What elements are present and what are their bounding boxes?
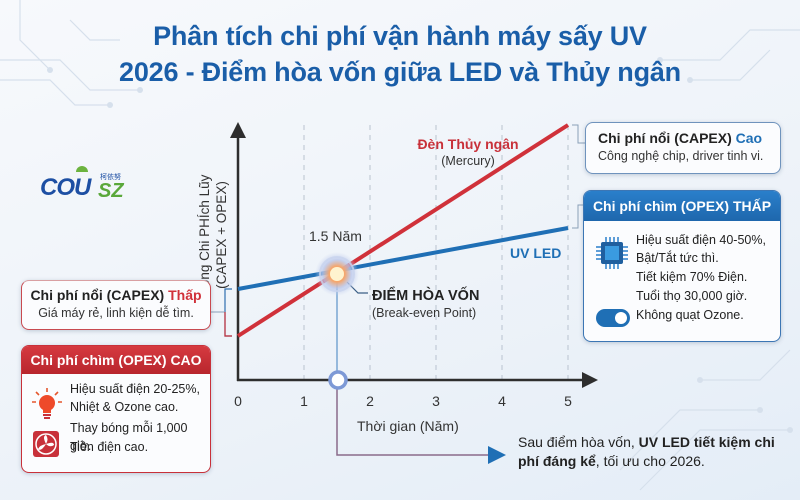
opex-low-heading: Chi phí chìm (OPEX) THẤP: [584, 191, 780, 221]
title-line-2: 2026 - Điểm hòa vốn giữa LED và Thủy ngâ…: [119, 57, 681, 87]
mercury-label-title: Đèn Thủy ngân: [417, 136, 519, 152]
breakeven-x-marker: [328, 370, 348, 390]
page-title: Phân tích chi phí vận hành máy sấy UV 20…: [0, 18, 800, 90]
opex-low-line-1: Hiệu suất điện 40-50%,: [636, 233, 766, 247]
mercury-label-sub: (Mercury): [441, 154, 495, 168]
x-tick-2: 2: [366, 393, 374, 409]
series-line-mercury: [236, 123, 570, 338]
capex-high-heading: Chi phí nổi (CAPEX) Cao: [598, 130, 763, 146]
opex-low-line-2: Bật/Tắt tức thì.: [636, 251, 719, 265]
opex-high-heading: Chi phí chìm (OPEX) CAO: [22, 346, 210, 374]
uv-led-series-label: UV LED: [510, 245, 562, 261]
conclusion-arrow-icon: [488, 446, 506, 464]
opex-high-line-1: Hiệu suất điện 20-25%,: [70, 382, 200, 396]
brand-logo: COU 柯依努 SZ: [40, 166, 135, 204]
opex-low-line-4: Tuổi thọ 30,000 giờ.: [636, 289, 748, 303]
capex-low-accent: Thấp: [168, 287, 202, 303]
capex-high-text: Công nghệ chip, driver tinh vi.: [598, 149, 764, 163]
capex-low-card: Chi phí nổi (CAPEX) Thấp Giá máy rẻ, lin…: [21, 280, 211, 330]
lightbulb-icon: [32, 388, 62, 419]
x-axis-label: Thời gian (Năm): [357, 418, 459, 434]
opex-high-line-3: Thay bóng mỗi 1,000 giờ.: [70, 421, 188, 453]
x-axis-arrow-icon: [582, 372, 598, 388]
capex-low-heading: Chi phí nổi (CAPEX) Thấp: [30, 287, 202, 303]
capex-low-text: Giá máy rẻ, linh kiện dễ tìm.: [38, 306, 194, 320]
opex-high-line-4: Tiền điện cao.: [70, 440, 149, 454]
x-tick-0: 0: [234, 393, 242, 409]
breakeven-year-label: 1.5 Năm: [309, 228, 362, 244]
y-axis-arrow-icon: [230, 122, 246, 138]
series-line-uv-led: [237, 226, 569, 291]
opex-low-line-5: Không quạt Ozone.: [636, 308, 744, 322]
opex-high-card: Chi phí chìm (OPEX) CAO Hiệu suất điện 2…: [21, 345, 211, 473]
y-axis-label-line-2: (CAPEX + OPEX): [214, 181, 229, 289]
capex-high-card: Chi phí nổi (CAPEX) Cao Công nghệ chip, …: [585, 122, 781, 174]
x-tick-1: 1: [300, 393, 308, 409]
logo-text: COU: [40, 174, 91, 201]
breakeven-label: ĐIỂM HÒA VỐN (Break-even Point): [372, 287, 479, 321]
breakeven-title: ĐIỂM HÒA VỐN: [372, 288, 480, 304]
logo-sun-icon: [76, 166, 88, 172]
mercury-series-label: Đèn Thủy ngân (Mercury): [413, 135, 523, 169]
conclusion-bold: UV LED tiết kiệm chi phí đáng kể: [518, 434, 775, 469]
conclusion-text: Sau điểm hòa vốn, UV LED tiết kiệm chi p…: [518, 433, 788, 471]
x-tick-3: 3: [432, 393, 440, 409]
title-line-1: Phân tích chi phí vận hành máy sấy UV: [153, 21, 647, 51]
chip-icon: [596, 237, 628, 269]
logo-chinese-text: 柯依努: [100, 174, 121, 181]
x-tick-5: 5: [564, 393, 572, 409]
opex-low-line-3: Tiết kiệm 70% Điện.: [636, 270, 748, 284]
fan-icon: [33, 431, 59, 457]
x-tick-4: 4: [498, 393, 506, 409]
capex-high-accent: Cao: [735, 130, 763, 146]
conclusion-prefix: Sau điểm hòa vốn,: [518, 434, 639, 450]
breakeven-subtitle: (Break-even Point): [372, 306, 477, 320]
toggle-icon: [596, 309, 630, 327]
logo-suffix: SZ: [98, 180, 124, 202]
conclusion-suffix: , tối ưu cho 2026.: [595, 453, 705, 469]
opex-high-line-2: Nhiệt & Ozone cao.: [70, 400, 179, 414]
opex-low-card: Chi phí chìm (OPEX) THẤP Hiệu suất điện …: [583, 190, 781, 342]
